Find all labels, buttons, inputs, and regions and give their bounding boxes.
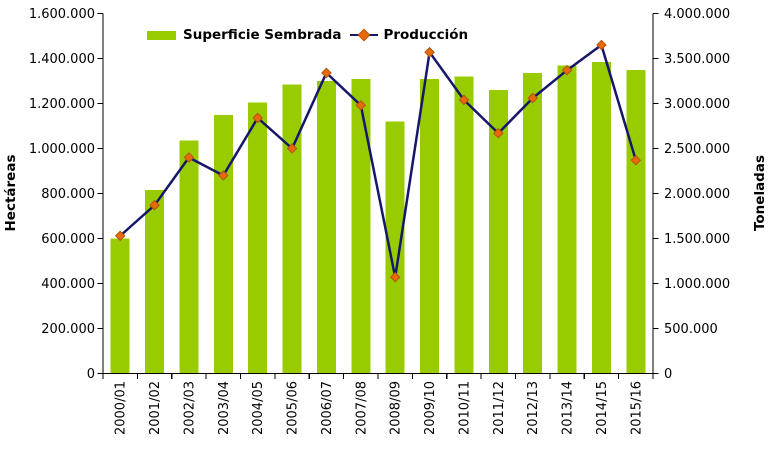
x-category-label: 2001/02	[148, 381, 163, 435]
line-marker	[630, 154, 642, 166]
line-marker	[458, 94, 470, 106]
left-tick-label: 800.000	[41, 187, 95, 202]
line-marker	[355, 99, 367, 111]
legend-label-superficie: Superficie Sembrada	[183, 27, 342, 43]
right-tick-label: 0	[664, 367, 672, 382]
line-marker	[389, 271, 401, 283]
bar	[179, 140, 199, 374]
bar	[248, 102, 268, 374]
bar	[351, 78, 371, 374]
line-marker	[252, 112, 263, 124]
bar	[316, 81, 336, 374]
line-marker	[527, 92, 538, 104]
line-marker	[493, 127, 504, 139]
right-tick-label: 2.500.000	[664, 142, 730, 157]
left-tick-label: 400.000	[41, 277, 95, 292]
right-tick-label: 2.000.000	[664, 187, 730, 202]
x-category-label: 2007/08	[354, 381, 369, 435]
bar	[591, 61, 611, 374]
right-tick-label: 1.500.000	[664, 232, 730, 247]
left-tick-label: 600.000	[41, 232, 95, 247]
line-marker	[218, 170, 229, 181]
bar	[145, 190, 165, 374]
line-marker	[286, 143, 298, 154]
x-category-label: 2000/01	[114, 381, 129, 435]
bar	[557, 65, 577, 374]
left-tick-label: 200.000	[41, 322, 95, 337]
left-axis-title: Hectáreas	[3, 154, 19, 232]
line-marker	[424, 46, 435, 58]
left-tick-label: 0	[87, 367, 95, 382]
legend: Superficie Sembrada Producción	[147, 26, 468, 44]
bar	[523, 73, 543, 374]
x-category-label: 2008/09	[389, 381, 404, 435]
right-tick-label: 4.000.000	[664, 7, 730, 22]
x-category-label: 2015/16	[629, 381, 644, 435]
line-marker	[561, 64, 573, 76]
line-marker	[321, 67, 332, 79]
bar	[385, 121, 405, 374]
x-category-label: 2009/10	[423, 381, 438, 435]
x-category-label: 2003/04	[217, 381, 232, 435]
x-category-label: 2011/12	[492, 381, 507, 435]
line-marker	[596, 39, 607, 51]
line-marker	[114, 230, 126, 242]
right-axis-title: Toneladas	[752, 154, 768, 232]
x-category-label: 2004/05	[251, 381, 266, 435]
right-tick-label: 3.000.000	[664, 97, 730, 112]
x-category-label: 2010/11	[457, 381, 472, 435]
bar	[282, 84, 302, 374]
legend-line-sample	[350, 28, 379, 42]
x-category-label: 2005/06	[286, 381, 301, 435]
bar	[626, 69, 646, 374]
line-marker	[149, 199, 160, 211]
legend-label-produccion: Producción	[383, 27, 469, 43]
legend-bar-swatch	[147, 30, 176, 40]
x-category-label: 2012/13	[526, 381, 541, 435]
x-category-label: 2013/14	[561, 381, 576, 435]
right-tick-label: 1.000.000	[664, 277, 730, 292]
production-line	[119, 43, 637, 279]
diamond-marker-icon	[358, 28, 371, 42]
x-category-label: 2002/03	[182, 381, 197, 435]
bar	[110, 238, 130, 374]
bar	[488, 90, 508, 374]
x-category-label: 2014/15	[595, 381, 610, 435]
right-tick-label: 500.000	[664, 322, 718, 337]
bar	[213, 114, 233, 374]
left-tick-label: 1.000.000	[29, 142, 95, 157]
line-marker	[183, 152, 195, 163]
bar	[420, 78, 440, 374]
left-tick-label: 1.400.000	[29, 52, 95, 67]
right-tick-label: 3.500.000	[664, 52, 730, 67]
left-tick-label: 1.200.000	[29, 97, 95, 112]
bar	[454, 76, 474, 374]
x-category-label: 2006/07	[320, 381, 335, 435]
left-tick-label: 1.600.000	[29, 7, 95, 22]
